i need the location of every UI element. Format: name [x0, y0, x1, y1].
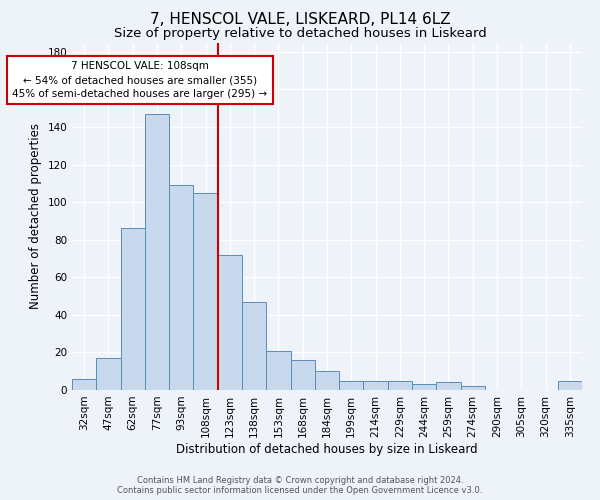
Bar — [96, 358, 121, 390]
Bar — [145, 114, 169, 390]
Bar — [169, 186, 193, 390]
Bar — [218, 255, 242, 390]
Bar — [193, 193, 218, 390]
Text: Size of property relative to detached houses in Liskeard: Size of property relative to detached ho… — [113, 28, 487, 40]
Text: 7, HENSCOL VALE, LISKEARD, PL14 6LZ: 7, HENSCOL VALE, LISKEARD, PL14 6LZ — [149, 12, 451, 28]
Text: Contains HM Land Registry data © Crown copyright and database right 2024.
Contai: Contains HM Land Registry data © Crown c… — [118, 476, 482, 495]
Bar — [290, 360, 315, 390]
Bar — [242, 302, 266, 390]
Bar — [388, 380, 412, 390]
Bar — [339, 380, 364, 390]
Bar — [72, 378, 96, 390]
Bar — [121, 228, 145, 390]
Bar — [266, 350, 290, 390]
Bar — [315, 371, 339, 390]
Bar — [364, 380, 388, 390]
Bar — [558, 380, 582, 390]
Text: 7 HENSCOL VALE: 108sqm
← 54% of detached houses are smaller (355)
45% of semi-de: 7 HENSCOL VALE: 108sqm ← 54% of detached… — [13, 62, 268, 100]
Y-axis label: Number of detached properties: Number of detached properties — [29, 123, 42, 309]
X-axis label: Distribution of detached houses by size in Liskeard: Distribution of detached houses by size … — [176, 442, 478, 456]
Bar — [461, 386, 485, 390]
Bar — [436, 382, 461, 390]
Bar — [412, 384, 436, 390]
